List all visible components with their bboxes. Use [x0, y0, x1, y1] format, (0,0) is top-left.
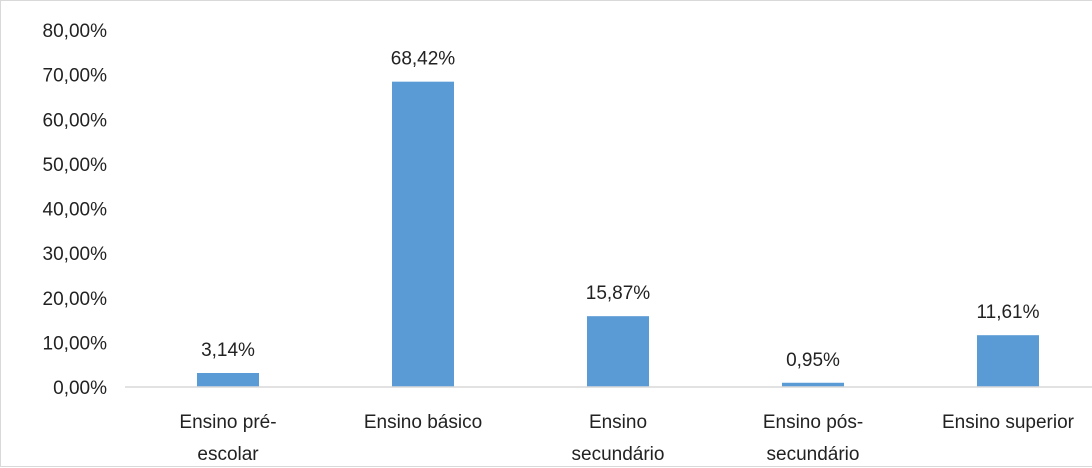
- data-label: 15,87%: [586, 283, 651, 304]
- y-tick-label: 80,00%: [43, 21, 108, 42]
- data-label: 0,95%: [786, 350, 840, 371]
- x-tick-label: Ensino superior: [942, 412, 1075, 433]
- bars: [197, 81, 1039, 387]
- y-tick-label: 60,00%: [43, 110, 108, 131]
- data-labels: 3,14% 68,42% 15,87% 0,95% 11,61%: [201, 49, 1040, 371]
- x-tick-label: Ensino básico: [364, 412, 482, 433]
- data-label: 11,61%: [976, 302, 1039, 323]
- y-tick-label: 0,00%: [53, 378, 107, 399]
- x-axis-labels: Ensino pré-escolar Ensino básico Ensino sec…: [179, 412, 1074, 465]
- bar: [977, 335, 1039, 387]
- x-tick-label: Ensino pré-escolar: [179, 412, 276, 465]
- data-label: 3,14%: [201, 340, 255, 361]
- bar: [587, 316, 649, 387]
- y-tick-label: 20,00%: [43, 289, 108, 310]
- y-axis-ticks: 0,00% 10,00% 20,00% 30,00% 40,00% 50,00% 60,00…: [43, 21, 108, 399]
- bar: [197, 372, 259, 387]
- bar: [782, 382, 844, 387]
- data-label: 68,42%: [391, 49, 456, 70]
- y-tick-label: 30,00%: [43, 244, 108, 265]
- x-tick-label: Ensino pós-secundário: [763, 412, 863, 465]
- y-tick-label: 10,00%: [43, 333, 108, 354]
- x-tick-label: Ensino secundário: [572, 412, 665, 465]
- y-tick-label: 50,00%: [43, 155, 108, 176]
- y-tick-label: 70,00%: [43, 66, 108, 87]
- y-tick-label: 40,00%: [43, 200, 108, 221]
- bar: [392, 81, 454, 387]
